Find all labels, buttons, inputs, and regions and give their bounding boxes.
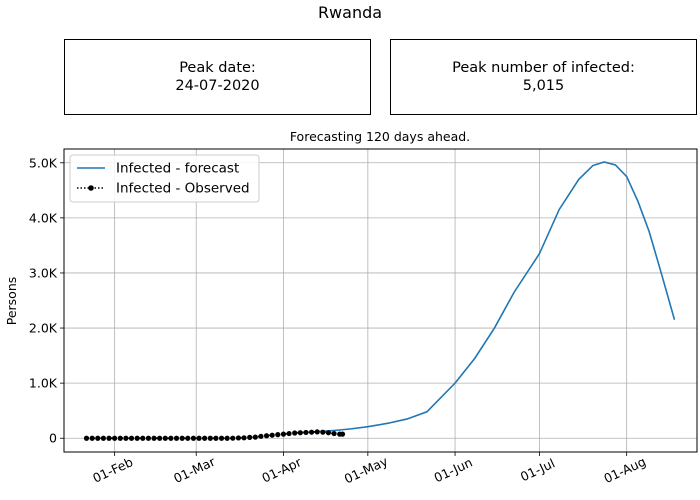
- observed-point: [252, 434, 258, 440]
- observed-point: [297, 430, 303, 436]
- peak-number-value: 5,015: [522, 78, 565, 94]
- x-tick-label: 01-Jul: [518, 455, 557, 484]
- observed-point: [286, 430, 292, 437]
- observed-point: [95, 435, 101, 441]
- x-tick-label: 01-May: [342, 453, 391, 486]
- observed-point: [157, 435, 163, 441]
- observed-point: [275, 432, 281, 438]
- observed-point: [269, 432, 275, 438]
- observed-point: [308, 429, 315, 435]
- observed-point: [303, 429, 309, 436]
- observed-point: [263, 433, 270, 439]
- observed-point: [207, 435, 213, 441]
- observed-point: [168, 435, 174, 441]
- observed-point: [185, 435, 191, 441]
- observed-point: [106, 435, 112, 441]
- x-tick-label: 01-Aug: [601, 454, 648, 486]
- observed-point: [339, 431, 346, 437]
- observed-point: [190, 435, 197, 441]
- legend-observed-marker: [88, 185, 94, 191]
- observed-point: [117, 435, 123, 441]
- observed-point: [280, 431, 287, 437]
- peak-date-value: 24-07-2020: [175, 78, 260, 94]
- observed-point: [140, 435, 146, 441]
- y-axis-label: Persons: [4, 277, 19, 326]
- observed-point: [173, 435, 180, 441]
- x-tick-label: 01-Mar: [171, 453, 218, 486]
- peak-number-box: Peak number of infected: 5,015: [390, 39, 697, 115]
- y-tick-label: 5.0K: [29, 155, 58, 170]
- y-tick-label: 4.0K: [29, 210, 58, 225]
- observed-point: [112, 435, 118, 441]
- peak-date-box: Peak date: 24-07-2020: [64, 39, 371, 115]
- y-tick-label: 0: [49, 431, 57, 446]
- observed-point: [151, 435, 157, 441]
- observed-point: [123, 435, 129, 441]
- observed-point: [325, 430, 332, 436]
- observed-point: [235, 435, 242, 441]
- x-tick-label: 01-Feb: [90, 454, 135, 486]
- peak-date-label: Peak date:: [179, 60, 256, 76]
- y-tick-label: 2.0K: [29, 321, 58, 336]
- chart-subtitle: Forecasting 120 days ahead.: [290, 129, 470, 144]
- observed-point: [202, 435, 208, 441]
- peak-number-label: Peak number of infected:: [452, 60, 635, 76]
- observed-point: [83, 435, 90, 441]
- observed-point: [145, 435, 151, 441]
- legend: Infected - forecast Infected - Observed: [69, 154, 260, 203]
- observed-point: [213, 435, 219, 441]
- observed-point: [134, 435, 140, 441]
- observed-point: [100, 435, 106, 441]
- observed-point: [241, 435, 247, 441]
- observed-point: [224, 435, 230, 441]
- observed-point: [218, 435, 225, 441]
- observed-point: [331, 430, 337, 437]
- observed-point: [314, 429, 320, 435]
- observed-point: [179, 435, 185, 441]
- x-tick-label: 01-Jun: [432, 455, 475, 486]
- x-tick-label: 01-Apr: [259, 454, 304, 486]
- observed-point: [162, 435, 168, 441]
- observed-point: [320, 429, 326, 435]
- observed-point: [230, 435, 236, 441]
- observed-point: [128, 435, 135, 441]
- legend-frame: [69, 154, 260, 203]
- plot-frame: [63, 148, 698, 453]
- y-tick-label: 1.0K: [29, 376, 58, 391]
- series-lines: [83, 161, 676, 441]
- legend-forecast-label: Infected - forecast: [116, 161, 239, 177]
- observed-point: [196, 435, 202, 441]
- observed-point: [258, 433, 264, 439]
- legend-observed-label: Infected - Observed: [116, 181, 250, 197]
- forecast-series-line: [294, 161, 676, 434]
- y-tick-label: 3.0K: [29, 265, 58, 280]
- chart-title: Rwanda: [317, 3, 383, 22]
- observed-point: [247, 434, 253, 440]
- observed-point: [292, 430, 298, 436]
- observed-point: [89, 435, 95, 441]
